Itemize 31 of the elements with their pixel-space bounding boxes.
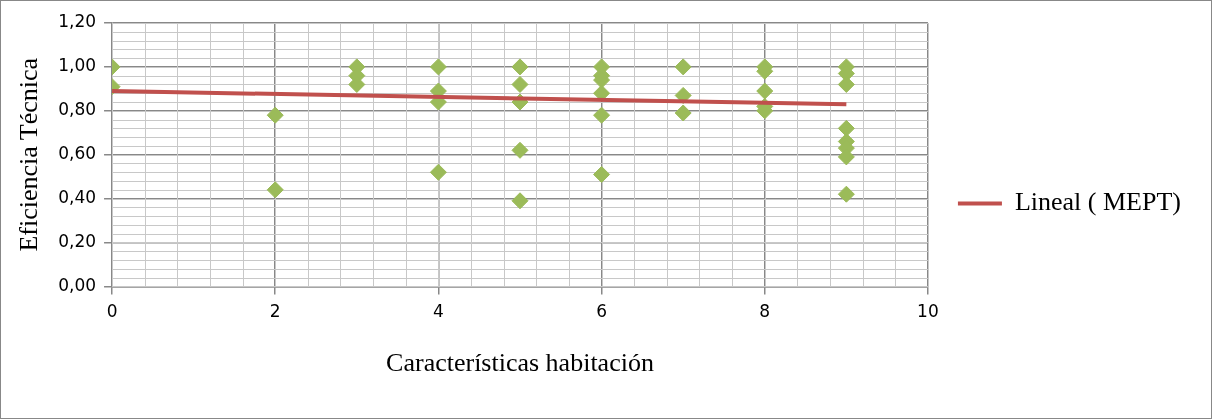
y-tick-label: 1,00 <box>58 55 97 76</box>
point <box>674 58 692 76</box>
y-axis-title: Eficiencia Técnica <box>14 57 44 252</box>
point <box>266 106 284 124</box>
point <box>674 104 692 122</box>
point <box>511 141 529 159</box>
x-tick-label: 8 <box>759 301 771 322</box>
legend-label: Lineal ( MEPT) <box>1014 187 1182 217</box>
point <box>837 119 855 137</box>
y-tick-label: 0,40 <box>58 187 97 208</box>
point <box>593 106 611 124</box>
x-tick-label: 4 <box>432 301 444 322</box>
x-tick-label: 6 <box>596 301 607 322</box>
point <box>266 181 284 199</box>
y-tick-label: 1,20 <box>58 11 97 32</box>
x-axis-title: Características habitación <box>386 348 654 378</box>
point <box>756 82 774 100</box>
point <box>593 165 611 183</box>
x-tick-label: 2 <box>269 301 281 322</box>
y-tick-label: 0,60 <box>58 143 97 164</box>
y-tick-label: 0,80 <box>58 99 97 120</box>
x-tick-label: 10 <box>917 301 939 322</box>
point <box>511 58 529 76</box>
y-tick-label: 0,00 <box>58 274 97 295</box>
point <box>429 163 447 181</box>
point <box>429 58 447 76</box>
point <box>511 192 529 210</box>
point <box>511 75 529 93</box>
x-tick-label: 0 <box>106 301 118 322</box>
point <box>837 185 855 203</box>
y-tick-label: 0,20 <box>58 230 97 251</box>
